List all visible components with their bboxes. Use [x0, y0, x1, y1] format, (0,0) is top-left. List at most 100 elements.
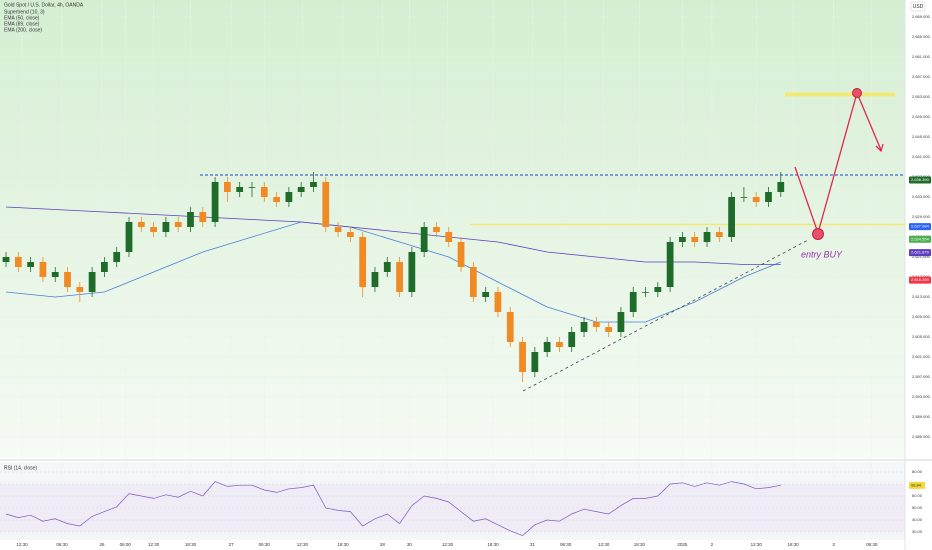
candle-body — [125, 222, 133, 252]
candle-body — [715, 232, 723, 237]
candle-body — [236, 187, 244, 192]
y-tick-label: 2,609.000 — [912, 314, 931, 319]
candle-body — [556, 342, 563, 347]
candle-body — [211, 182, 219, 222]
candle-body — [51, 272, 59, 277]
y-tick-label: 2,653.000 — [912, 94, 931, 99]
main-pane — [0, 0, 905, 458]
entry-point — [812, 228, 824, 240]
candle-body — [187, 212, 194, 227]
candle-body — [433, 227, 440, 232]
x-tick-label: 2025 — [677, 542, 688, 547]
candle-body — [310, 182, 317, 187]
y-tick-label: 2,633.000 — [912, 194, 931, 199]
ema-line — [5, 221, 781, 323]
candle-body — [39, 262, 47, 277]
candle-body — [273, 197, 280, 202]
y-tick-label: 2,605.000 — [912, 334, 931, 339]
candle-body — [322, 182, 330, 227]
candle-body — [162, 222, 170, 232]
candle-body — [531, 352, 539, 372]
indicator-label: Supertrend (10, 3) — [4, 9, 45, 15]
candle-body — [543, 342, 551, 352]
candle-body — [224, 182, 231, 192]
x-tick-label: 31 — [530, 542, 536, 547]
candle-body — [113, 252, 121, 262]
candle-body — [420, 227, 428, 252]
x-tick-label: 18:30 — [787, 542, 799, 547]
rsi-tick-label: 50.00 — [912, 505, 923, 510]
price-tag-label: 2,627.084 — [911, 224, 930, 229]
arrow-path — [794, 91, 882, 236]
candle-body — [359, 237, 367, 287]
currency-label: USD — [913, 4, 924, 10]
y-tick-label: 2,641.000 — [912, 154, 931, 159]
chart-title: Gold Spot / U.S. Dollar, 4h, OANDA — [4, 2, 84, 8]
candle-body — [469, 267, 477, 297]
y-tick-label: 2,585.000 — [912, 434, 931, 439]
y-tick-label: 2,601.000 — [912, 354, 931, 359]
x-tick-label: 12:30 — [148, 542, 160, 547]
candle-body — [592, 322, 600, 327]
candle-body — [334, 227, 342, 232]
rsi-tick-label: 40.00 — [912, 517, 923, 522]
candle-body — [199, 212, 207, 222]
annotation: entry BUY — [801, 249, 843, 259]
x-tick-label: 06:30 — [866, 542, 878, 547]
candle-body — [765, 192, 772, 202]
ema-line — [5, 206, 781, 265]
y-tick-label: 2,597.000 — [912, 374, 931, 379]
y-tick-label: 2,665.000 — [912, 34, 931, 39]
candle-body — [642, 292, 649, 293]
y-tick-label: 2,593.000 — [912, 394, 931, 399]
x-tick-label: 06:00 — [120, 542, 132, 547]
y-tick-label: 2,621.000 — [912, 254, 931, 259]
candle-body — [137, 222, 145, 227]
y-tick-label: 2,617.000 — [912, 274, 931, 279]
x-tick-label: 2 — [711, 542, 714, 547]
candle-body — [752, 197, 760, 202]
candle-body — [777, 182, 785, 192]
price-tag — [909, 176, 931, 184]
x-tick-label: 12:30 — [297, 542, 309, 547]
x-tick-label: 06:30 — [560, 542, 572, 547]
indicator-label: EMA (50, close) — [4, 15, 40, 21]
indicator-label: EMA (89, close) — [4, 21, 40, 27]
candle-body — [248, 187, 256, 188]
candle-body — [629, 292, 637, 312]
candle-body — [457, 242, 465, 267]
indicator-label: EMA (200, close) — [4, 27, 42, 33]
y-tick-label: 2,661.000 — [912, 54, 931, 59]
candle-body — [494, 292, 502, 312]
candle-body — [297, 187, 305, 192]
x-tick-label: 18:30 — [337, 542, 349, 547]
candle-body — [27, 262, 35, 267]
candle-body — [76, 287, 84, 292]
candle-body — [445, 232, 453, 242]
candle-body — [506, 312, 514, 342]
currency-box[interactable] — [910, 1, 926, 12]
candle-body — [396, 262, 403, 292]
candle-body — [654, 287, 662, 292]
candle-body — [740, 197, 748, 198]
target-point — [852, 88, 862, 98]
candle-body — [64, 272, 71, 287]
x-tick-label: 27 — [229, 542, 235, 547]
rsi-line — [5, 481, 781, 537]
candle-body — [568, 332, 576, 347]
x-tick-label: 12:30 — [16, 542, 28, 547]
candle-body — [666, 242, 674, 287]
x-tick-label: 30 — [407, 542, 413, 547]
candle-body — [174, 222, 182, 227]
candle-body — [150, 227, 157, 232]
y-tick-label: 2,645.000 — [912, 134, 931, 139]
rsi-tick-label: 30.00 — [912, 529, 923, 534]
rsi-tick-label: 60.00 — [912, 493, 923, 498]
candle-body — [679, 237, 686, 242]
x-tick-label: 28 — [380, 542, 386, 547]
candle-body — [2, 257, 10, 262]
candle-body — [285, 192, 293, 202]
y-tick-label: 2,649.000 — [912, 114, 931, 119]
candle-body — [580, 322, 588, 332]
x-tick-label: 12:30 — [598, 542, 610, 547]
